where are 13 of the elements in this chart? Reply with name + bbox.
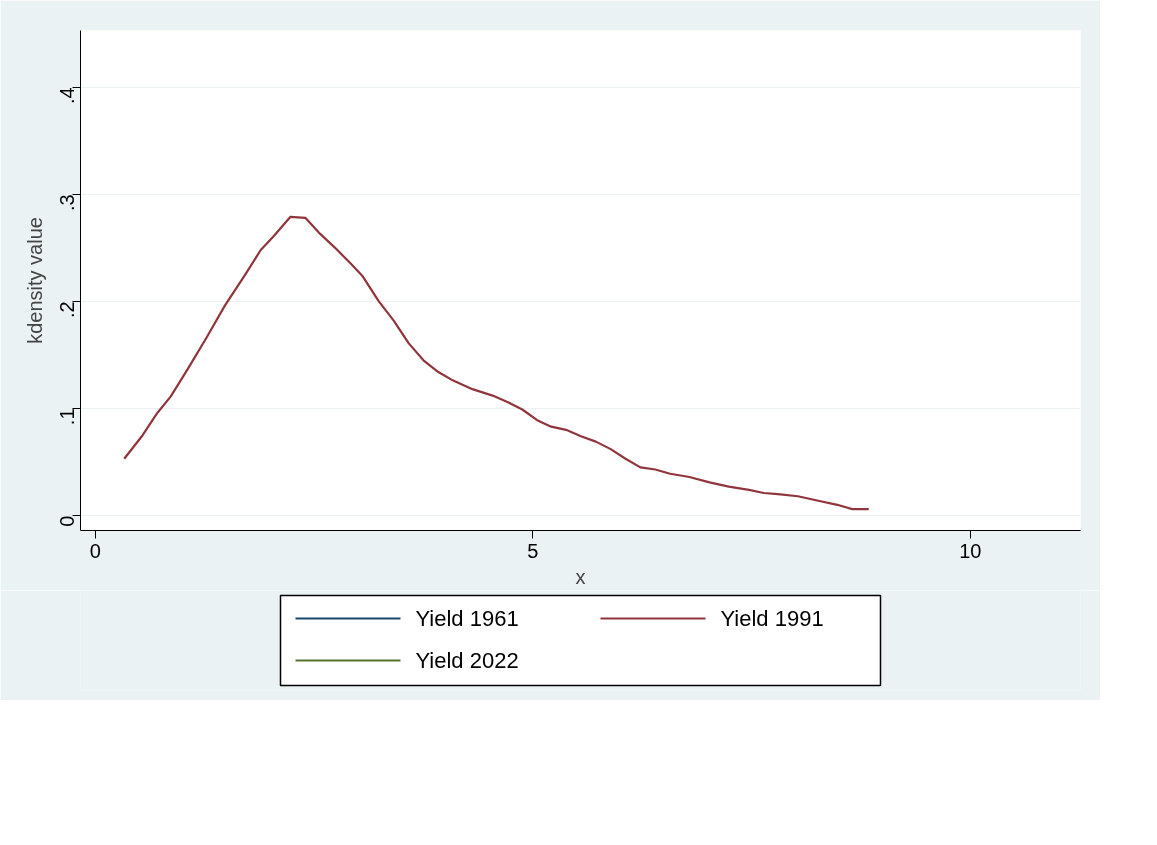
x-tick-label: 0 [89, 539, 101, 562]
legend-label: Yield 1961 [415, 606, 519, 631]
legend-label: Yield 2022 [415, 648, 519, 673]
y-tick-label: .3 [56, 194, 79, 211]
y-tick-label: .4 [56, 87, 79, 104]
y-tick-label: 0 [56, 515, 79, 527]
y-axis-title: kdensity value [23, 217, 46, 344]
x-tick-label: 5 [527, 539, 539, 562]
x-axis-title: x [575, 565, 586, 588]
legend-label: Yield 1991 [720, 606, 824, 631]
x-tick-label: 10 [959, 539, 982, 562]
y-tick-label: .1 [56, 408, 79, 426]
y-tick-label: .2 [56, 301, 79, 319]
